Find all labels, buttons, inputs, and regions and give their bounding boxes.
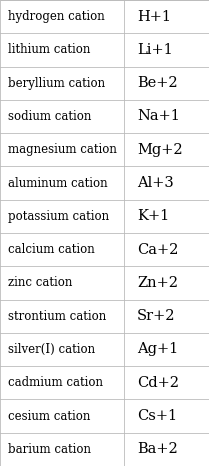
Text: calcium cation: calcium cation [8, 243, 95, 256]
Text: Cs+1: Cs+1 [137, 409, 177, 423]
Text: Zn+2: Zn+2 [137, 276, 178, 290]
Text: beryllium cation: beryllium cation [8, 77, 106, 90]
Text: magnesium cation: magnesium cation [8, 143, 117, 156]
Text: aluminum cation: aluminum cation [8, 177, 108, 190]
Text: Cd+2: Cd+2 [137, 376, 179, 390]
Text: Ca+2: Ca+2 [137, 243, 178, 257]
Text: Sr+2: Sr+2 [137, 309, 175, 323]
Text: Li+1: Li+1 [137, 43, 173, 57]
Text: H+1: H+1 [137, 10, 171, 24]
Text: Ba+2: Ba+2 [137, 442, 178, 456]
Text: Be+2: Be+2 [137, 76, 177, 90]
Text: cadmium cation: cadmium cation [8, 376, 103, 389]
Text: potassium cation: potassium cation [8, 210, 110, 223]
Text: lithium cation: lithium cation [8, 43, 91, 56]
Text: sodium cation: sodium cation [8, 110, 92, 123]
Text: Mg+2: Mg+2 [137, 143, 182, 157]
Text: Al+3: Al+3 [137, 176, 174, 190]
Text: K+1: K+1 [137, 209, 169, 223]
Text: hydrogen cation: hydrogen cation [8, 10, 105, 23]
Text: zinc cation: zinc cation [8, 276, 73, 289]
Text: cesium cation: cesium cation [8, 410, 91, 423]
Text: Na+1: Na+1 [137, 110, 180, 123]
Text: barium cation: barium cation [8, 443, 91, 456]
Text: silver(I) cation: silver(I) cation [8, 343, 96, 356]
Text: strontium cation: strontium cation [8, 310, 107, 323]
Text: Ag+1: Ag+1 [137, 343, 178, 356]
